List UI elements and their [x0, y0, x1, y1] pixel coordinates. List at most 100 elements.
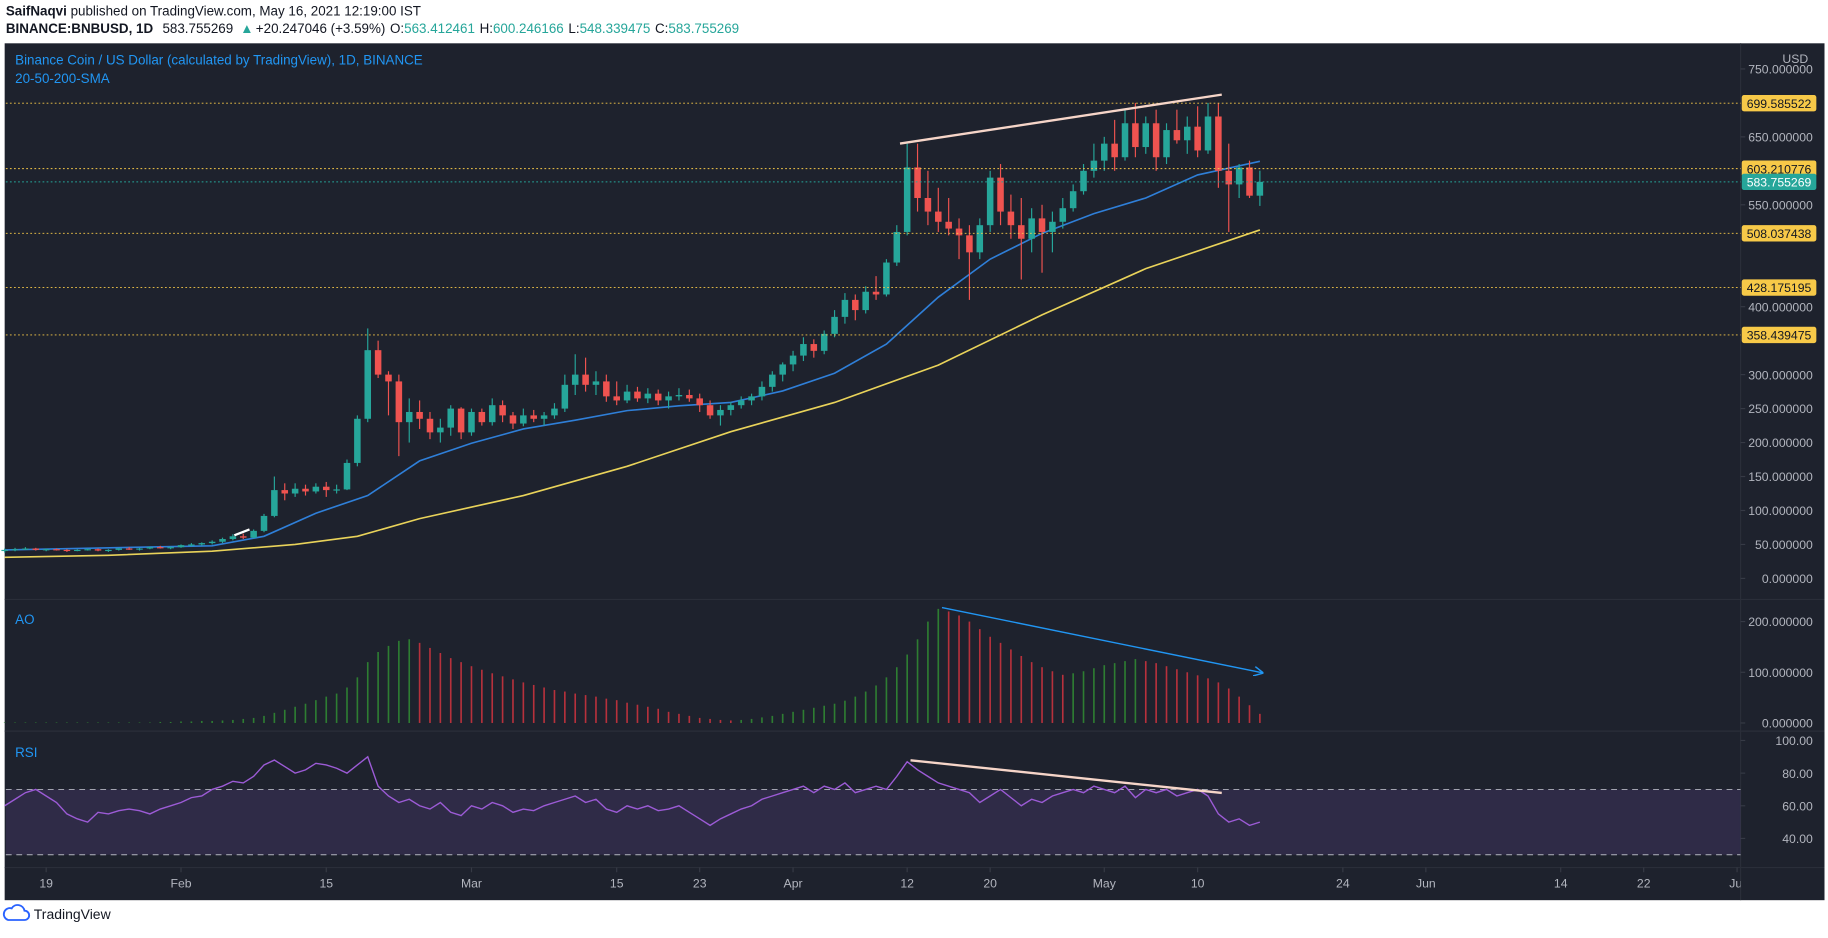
candle-body: [11, 549, 19, 551]
candle-body: [1069, 191, 1077, 209]
ohlc-value: 600.246166: [493, 21, 564, 36]
candle-body: [603, 381, 610, 397]
candle-body: [1194, 126, 1201, 151]
candle-body: [634, 391, 641, 399]
candle-body: [831, 316, 838, 334]
y-tick-label: 0.000000: [1762, 572, 1813, 586]
candle-body: [84, 549, 91, 551]
candle-body: [105, 549, 112, 552]
candle-body: [188, 544, 195, 546]
candle-body: [1225, 170, 1233, 185]
candle-body: [499, 405, 506, 416]
candle-body: [997, 177, 1004, 212]
candle-body: [177, 545, 185, 548]
candle-body: [706, 405, 714, 416]
level-label-box: [1741, 225, 1817, 242]
x-tick-label: 24: [1336, 876, 1350, 890]
candle-body: [696, 398, 703, 406]
candle-body: [686, 394, 693, 399]
x-tick-label: Apr: [784, 876, 803, 890]
candle-body: [924, 197, 932, 212]
candle-body: [592, 381, 600, 385]
candle-body: [789, 355, 797, 365]
candle-body: [1163, 130, 1170, 158]
candle-body: [395, 381, 403, 423]
rsi-line: [4, 755, 1261, 827]
candle-body: [540, 415, 548, 419]
candle-body: [1007, 211, 1015, 226]
candle-body: [582, 374, 589, 385]
candle-body: [530, 415, 537, 419]
y-tick-label: 200.000000: [1748, 615, 1813, 629]
y-tick-label: 50.000000: [1755, 538, 1813, 552]
candle-body: [841, 299, 849, 317]
candle-body: [1256, 181, 1264, 196]
candle-body: [146, 547, 154, 549]
last-price-box: [1741, 173, 1817, 191]
candle-body: [42, 549, 50, 551]
last: 583.755269: [162, 21, 233, 36]
candle-body: [405, 411, 413, 423]
candle-body: [935, 211, 942, 222]
candle-body: [1090, 160, 1098, 171]
trendline: [910, 759, 1222, 795]
y-tick-label: 550.000000: [1748, 198, 1813, 212]
ohlc-label: C:: [655, 21, 668, 36]
candle-body: [779, 364, 786, 375]
y-tick-label: 150.000000: [1748, 470, 1813, 484]
plot: 750.000000 650.000000 550.000000 400.000000…: [1, 63, 1817, 856]
ohlc-label: O:: [390, 21, 404, 36]
drawing: [233, 528, 250, 537]
candle-body: [478, 411, 486, 423]
candle-body: [468, 411, 475, 433]
candle-body: [1183, 126, 1191, 141]
candle-body: [945, 221, 952, 229]
candle-body: [457, 408, 465, 433]
candle-body: [250, 530, 257, 538]
candle-body: [167, 547, 174, 549]
x-tick-label: Mar: [461, 876, 482, 890]
candle-body: [198, 543, 206, 545]
level-label-box: [1741, 95, 1817, 112]
candle-body: [903, 167, 911, 232]
unit-label: USD: [1782, 52, 1808, 66]
y-tick-label: 40.00: [1782, 832, 1813, 846]
up-arrow: ▲: [240, 21, 253, 36]
moving-average: [4, 160, 1261, 551]
y-tick-label: 650.000000: [1748, 131, 1813, 145]
y-tick-label: 200.000000: [1748, 436, 1813, 450]
level-label: 508.037438: [1747, 227, 1812, 241]
ohlc-label: L:: [568, 21, 579, 36]
candle-body: [157, 547, 164, 549]
symbol-line: BINANCE:BNBUSD, 1D 583.755269 ▲ +20.247046 …: [6, 21, 739, 36]
ohlc-value: 583.755269: [668, 21, 739, 36]
candle-body: [426, 418, 434, 433]
candle-body: [385, 374, 392, 382]
x-tick-label: 15: [610, 876, 624, 890]
candle-body: [291, 488, 299, 494]
candle-body: [893, 231, 901, 263]
footer-brand: TradingView: [34, 906, 112, 922]
candle-body: [364, 350, 372, 419]
y-tick-label: 100.00: [1775, 734, 1813, 748]
candle-body: [125, 548, 133, 550]
y-tick-label: 60.00: [1782, 799, 1813, 813]
x-tick-label: 10: [1191, 876, 1205, 890]
candle-body: [22, 548, 29, 550]
candle-body: [1246, 167, 1253, 196]
candle-body: [1121, 123, 1129, 158]
last-price-label: 583.755269: [1747, 176, 1812, 190]
candle-body: [488, 405, 496, 423]
y-tick-label: 80.00: [1782, 767, 1813, 781]
candle-body: [136, 548, 143, 550]
candle-body: [1080, 170, 1087, 192]
candle-body: [986, 177, 994, 226]
candle-body: [852, 299, 859, 311]
candle-body: [1018, 225, 1025, 239]
time-axis: 19 Feb 15 Mar 15 23 Apr 12 20 May 10 24 Jun 14 22 Jul: [39, 867, 1741, 890]
candle-body: [354, 418, 361, 463]
author: SaifNaqvi: [6, 3, 67, 18]
candle-body: [727, 405, 735, 410]
chart-title: Binance Coin / US Dollar (calculated by …: [15, 52, 423, 67]
candle-body: [115, 548, 123, 550]
